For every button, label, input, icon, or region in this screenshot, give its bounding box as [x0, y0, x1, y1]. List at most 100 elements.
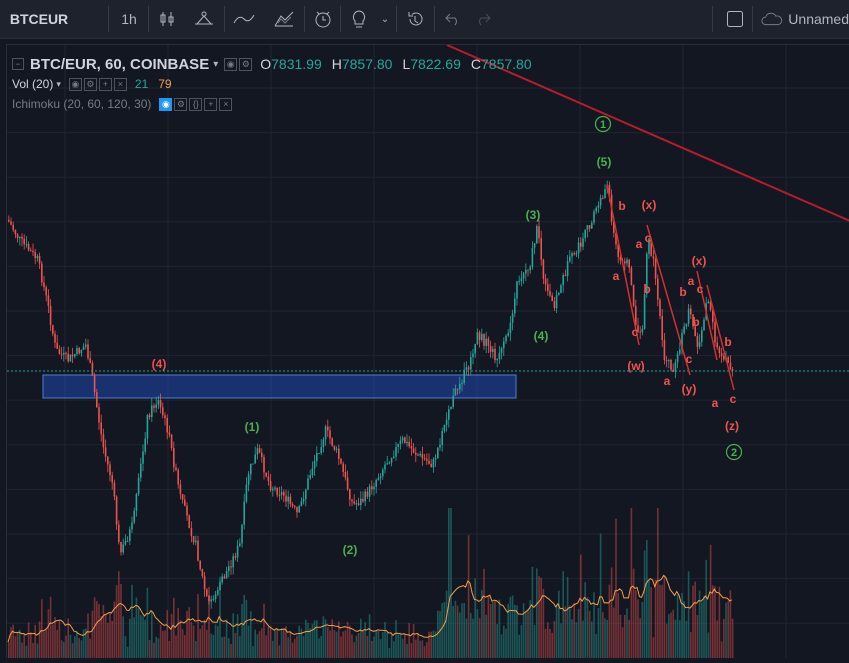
eye-icon[interactable]: ◉ [159, 97, 173, 111]
candle-body [434, 458, 437, 460]
volume-bar [225, 619, 228, 658]
volume-bar [639, 618, 641, 658]
volume-bar [91, 610, 94, 658]
candle-body [476, 332, 479, 344]
correction-lines [606, 184, 735, 391]
close-icon[interactable]: × [219, 97, 233, 111]
add-icon[interactable]: + [98, 77, 112, 91]
eye-icon[interactable]: ◉ [68, 77, 82, 91]
volume-bar [470, 613, 472, 658]
eye-icon[interactable]: ◉ [224, 57, 238, 71]
volume-bar [113, 601, 116, 658]
gear-icon[interactable]: ⚙ [83, 77, 97, 91]
candle-body [496, 359, 498, 361]
gear-icon[interactable]: ⚙ [174, 97, 188, 111]
volume-bar [23, 633, 25, 658]
volume-bar [263, 603, 265, 658]
volume-bar [641, 601, 644, 658]
volume-bar [448, 508, 450, 658]
volume-bar [672, 609, 674, 658]
chart-pane[interactable]: (4) (1) (2) (3) (4) (5) 1 2 (w) (x) (y) (x) (z) a b c a c… [6, 44, 849, 658]
candle-body [14, 229, 17, 235]
volume-bar [531, 566, 534, 658]
volume-bar [507, 603, 509, 658]
candle-body [657, 278, 659, 300]
chevron-down-icon[interactable]: ⌄ [380, 13, 390, 25]
volume-bar [280, 628, 283, 658]
volume-bar [371, 640, 373, 658]
candle-body [118, 524, 120, 543]
wave-label: (y) [682, 382, 697, 396]
candle-body [685, 323, 688, 327]
replay-icon[interactable] [400, 0, 432, 38]
candle-body [16, 234, 19, 239]
candle-body [641, 328, 644, 333]
interval-button[interactable]: 1h [112, 0, 146, 38]
add-icon[interactable]: + [204, 97, 218, 111]
candle-body [19, 236, 21, 239]
candle-body [443, 424, 446, 431]
candle-body [49, 306, 52, 326]
candle-body [159, 400, 162, 408]
volume-bar [608, 584, 611, 658]
candle-body [188, 515, 190, 529]
ideas-icon[interactable] [344, 0, 374, 38]
volume-bar [338, 621, 340, 658]
candle-body [135, 493, 138, 511]
toolbar-divider [752, 6, 753, 32]
gear-icon[interactable]: ⚙ [239, 57, 253, 71]
close-icon[interactable]: × [113, 77, 127, 91]
candle-body [533, 243, 536, 248]
layout-save-button[interactable]: Unnamed [760, 0, 849, 38]
volume-bar [177, 607, 179, 658]
candle-body [340, 458, 342, 464]
volume-bar [406, 644, 408, 658]
candle-body [564, 275, 567, 277]
candle-body [65, 352, 67, 354]
volume-bar [318, 638, 320, 658]
volume-bar [395, 620, 397, 658]
compare-icon[interactable] [188, 0, 220, 38]
fullscreen-checkbox-icon[interactable] [722, 0, 748, 38]
candle-body [351, 499, 353, 502]
candle-body [608, 184, 611, 195]
volume-bar [186, 610, 188, 658]
candle-body [313, 460, 316, 469]
symbol-search-button[interactable]: BTCEUR [8, 0, 70, 38]
undo-icon[interactable] [440, 0, 466, 38]
volume-bar [388, 648, 391, 658]
candle-body [98, 407, 100, 423]
candle-body [397, 443, 399, 447]
volume-bar [333, 630, 336, 658]
candle-body [247, 474, 250, 485]
volume-bar [109, 611, 111, 658]
templates-icon[interactable] [268, 0, 300, 38]
candles-icon[interactable] [152, 0, 182, 38]
candle-body [617, 244, 619, 258]
volume-bar [443, 601, 446, 658]
volume-bar [690, 631, 692, 658]
ichimoku-label: Ichimoku (20, 60, 120, 30) [12, 97, 152, 111]
volume-bar [610, 567, 613, 658]
volume-bar [681, 592, 683, 658]
chevron-down-icon[interactable]: ▾ [213, 58, 219, 70]
chevron-down-icon[interactable]: ▾ [56, 78, 61, 89]
braces-icon[interactable]: {} [189, 97, 203, 111]
volume-bar [148, 640, 151, 658]
volume-bar [382, 632, 384, 658]
candle-body [43, 282, 45, 288]
candle-body [203, 576, 206, 590]
indicators-icon[interactable] [228, 0, 260, 38]
collapse-icon[interactable]: − [12, 58, 24, 70]
alert-icon[interactable] [308, 0, 338, 38]
top-toolbar: BTCEUR 1h ⌄ Unnamed [0, 0, 849, 39]
candles [8, 180, 734, 609]
candle-body [250, 463, 252, 475]
support-zone[interactable] [42, 374, 517, 399]
volume-bar [349, 625, 351, 658]
redo-icon[interactable] [470, 0, 496, 38]
volume-bar [146, 587, 149, 658]
resistance-trendline[interactable] [446, 44, 849, 222]
volume-bar [153, 642, 155, 658]
